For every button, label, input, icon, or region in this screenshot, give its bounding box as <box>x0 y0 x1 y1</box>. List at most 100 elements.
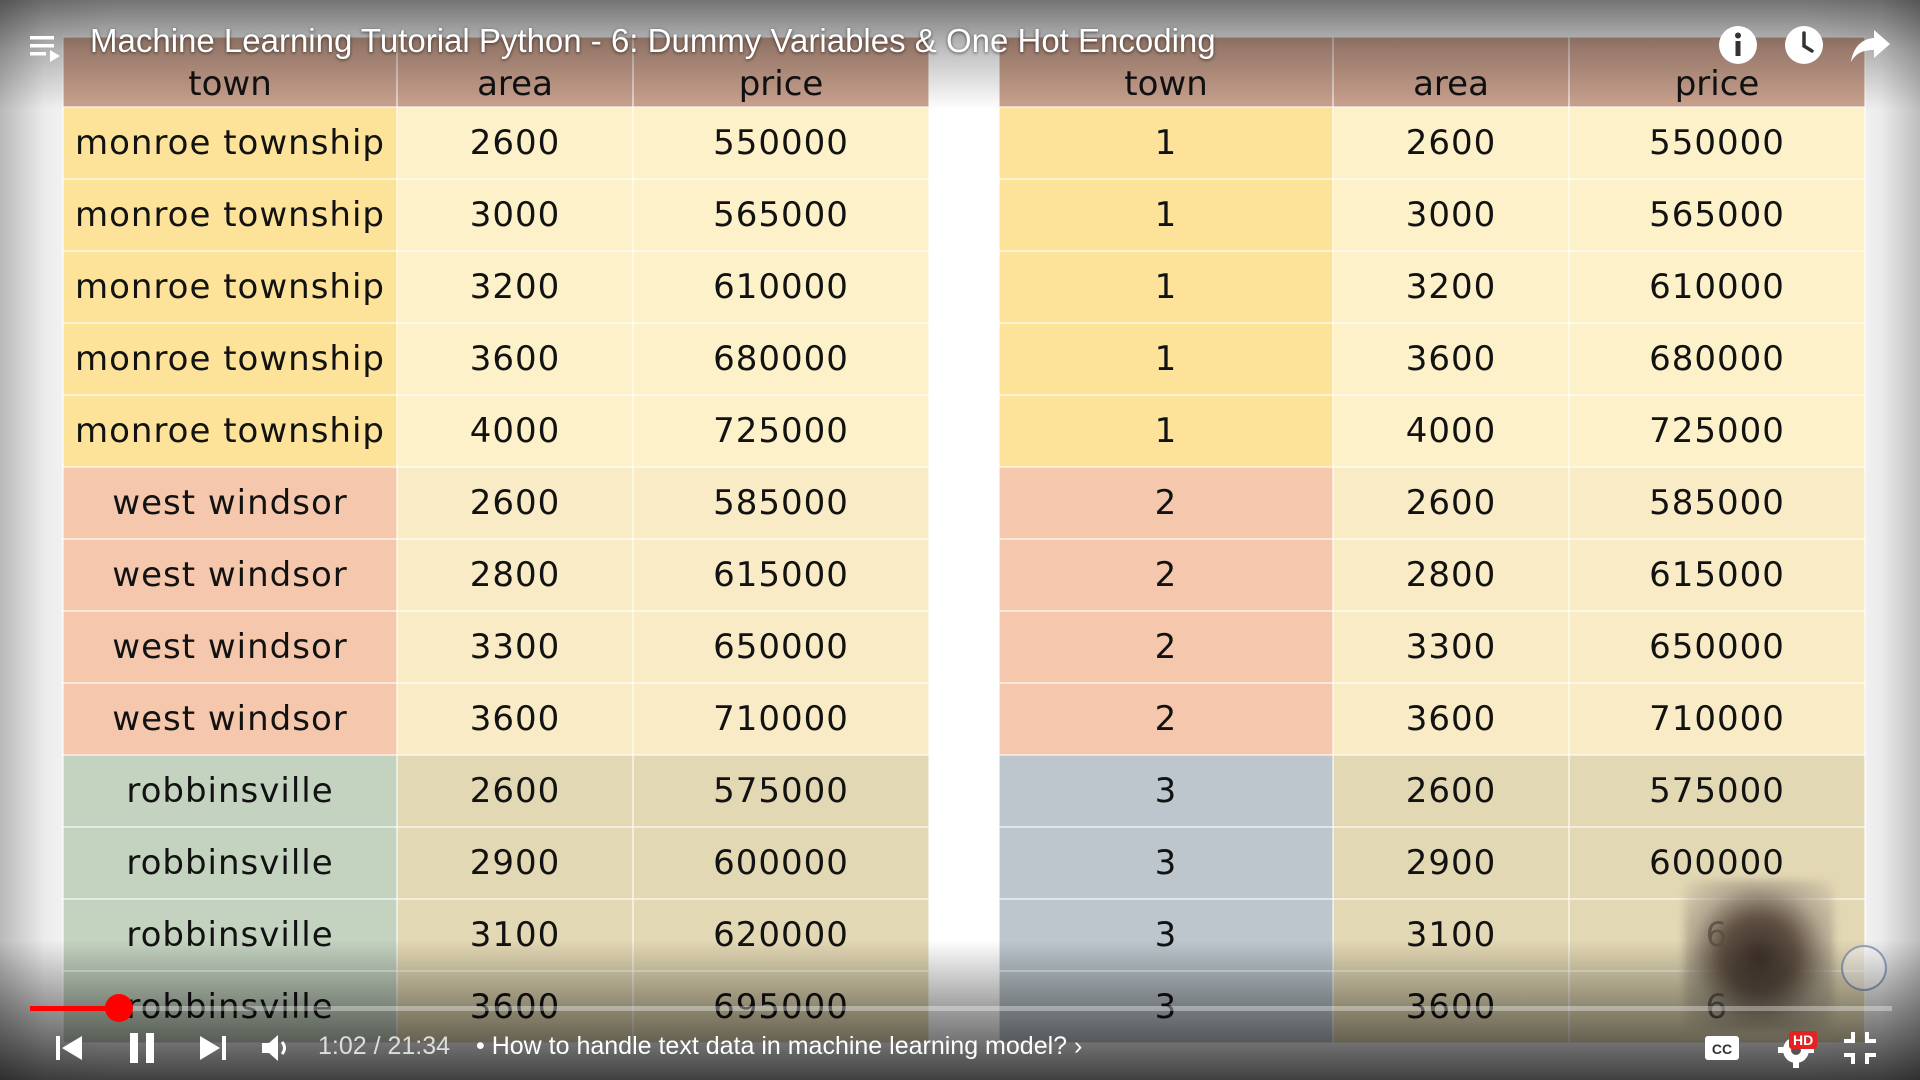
table-row: 1 3000 565000 <box>998 178 1866 252</box>
svg-text:CC: CC <box>1712 1041 1732 1057</box>
cell-town: monroe township <box>62 394 398 468</box>
cell-town: monroe township <box>62 322 398 396</box>
cell-area: 2800 <box>396 538 634 612</box>
cell-price: 575000 <box>1568 754 1866 828</box>
cell-area: 3600 <box>396 682 634 756</box>
cell-town: 1 <box>998 250 1334 324</box>
cell-town: west windsor <box>62 682 398 756</box>
cell-area: 3300 <box>1332 610 1570 684</box>
info-button[interactable] <box>1715 22 1761 68</box>
previous-icon <box>56 1036 82 1060</box>
cell-area: 2800 <box>1332 538 1570 612</box>
cell-price: 550000 <box>632 106 930 180</box>
cell-price: 575000 <box>632 754 930 828</box>
cell-price: 620000 <box>632 898 930 972</box>
previous-button[interactable] <box>50 1030 90 1066</box>
cell-town: monroe township <box>62 106 398 180</box>
cell-price: 710000 <box>632 682 930 756</box>
cell-area: 3100 <box>396 898 634 972</box>
chapter-title-link[interactable]: • How to handle text data in machine lea… <box>476 1032 1083 1060</box>
table-row: west windsor 3600 710000 <box>62 682 930 756</box>
table-row: monroe township 3600 680000 <box>62 322 930 396</box>
playlist-button[interactable] <box>28 28 68 68</box>
cell-town: 3 <box>998 754 1334 828</box>
exit-fullscreen-button[interactable] <box>1840 1028 1880 1068</box>
cell-price: 550000 <box>1568 106 1866 180</box>
cell-area: 3000 <box>1332 178 1570 252</box>
cell-price: 680000 <box>632 322 930 396</box>
cell-area: 2600 <box>1332 466 1570 540</box>
cell-price: 610000 <box>1568 250 1866 324</box>
cell-area: 3200 <box>1332 250 1570 324</box>
cell-area: 3600 <box>1332 682 1570 756</box>
channel-watermark[interactable] <box>1841 945 1887 991</box>
next-button[interactable] <box>192 1030 232 1066</box>
cell-price: 565000 <box>632 178 930 252</box>
pause-icon <box>130 1033 154 1063</box>
table-row: robbinsville 2900 600000 <box>62 826 930 900</box>
left-data-table: town area price monroe township 2600 55000… <box>62 36 930 1044</box>
cell-town: 1 <box>998 322 1334 396</box>
cell-town: robbinsville <box>62 826 398 900</box>
cell-price: 650000 <box>1568 610 1866 684</box>
cell-area: 2600 <box>396 754 634 828</box>
share-button[interactable] <box>1848 22 1894 68</box>
cell-area: 3100 <box>1332 898 1570 972</box>
cell-area: 2600 <box>1332 754 1570 828</box>
column-header-area: area <box>1332 36 1570 108</box>
table-row: 1 4000 725000 <box>998 394 1866 468</box>
cell-town: west windsor <box>62 610 398 684</box>
table-row: west windsor 2800 615000 <box>62 538 930 612</box>
cell-area: 3000 <box>396 178 634 252</box>
table-row: 2 2600 585000 <box>998 466 1866 540</box>
cell-price: 680000 <box>1568 322 1866 396</box>
cell-area: 2600 <box>396 106 634 180</box>
table-row: 1 3600 680000 <box>998 322 1866 396</box>
cell-area: 3300 <box>396 610 634 684</box>
cell-price: 615000 <box>632 538 930 612</box>
table-row: monroe township 3000 565000 <box>62 178 930 252</box>
watch-later-button[interactable] <box>1781 22 1827 68</box>
hd-badge: HD <box>1789 1031 1818 1049</box>
cell-area: 2600 <box>396 466 634 540</box>
cell-price: 615000 <box>1568 538 1866 612</box>
cell-town: 2 <box>998 682 1334 756</box>
cell-price: 585000 <box>1568 466 1866 540</box>
cell-area: 2900 <box>396 826 634 900</box>
cell-town: monroe township <box>62 178 398 252</box>
progress-bar[interactable] <box>30 994 1892 1022</box>
table-row: monroe township 3200 610000 <box>62 250 930 324</box>
table-row: 2 3300 650000 <box>998 610 1866 684</box>
table-row: monroe township 4000 725000 <box>62 394 930 468</box>
cell-town: 1 <box>998 178 1334 252</box>
progress-scrubber[interactable] <box>105 994 134 1022</box>
video-title[interactable]: Machine Learning Tutorial Python - 6: Du… <box>90 22 1216 59</box>
cell-town: 3 <box>998 898 1334 972</box>
table-row: west windsor 3300 650000 <box>62 610 930 684</box>
table-row: 2 2800 615000 <box>998 538 1866 612</box>
time-display: 1:02 / 21:34 <box>318 1032 451 1060</box>
cell-price: 710000 <box>1568 682 1866 756</box>
cell-price: 600000 <box>632 826 930 900</box>
captions-button[interactable]: CC <box>1702 1028 1742 1068</box>
cell-price: 610000 <box>632 250 930 324</box>
info-icon <box>1719 26 1757 64</box>
cell-price: 725000 <box>632 394 930 468</box>
cell-area: 4000 <box>396 394 634 468</box>
table-row: robbinsville 3100 620000 <box>62 898 930 972</box>
cell-town: 2 <box>998 466 1334 540</box>
cell-town: west windsor <box>62 538 398 612</box>
cell-area: 2900 <box>1332 826 1570 900</box>
cell-town: monroe township <box>62 250 398 324</box>
cell-town: 2 <box>998 610 1334 684</box>
clock-icon <box>1785 26 1823 64</box>
volume-button[interactable] <box>256 1030 296 1066</box>
cell-area: 3600 <box>396 322 634 396</box>
share-icon <box>1851 30 1890 62</box>
cell-area: 3200 <box>396 250 634 324</box>
cell-town: 1 <box>998 394 1334 468</box>
playlist-icon <box>30 36 60 62</box>
cell-area: 3600 <box>1332 322 1570 396</box>
pause-button[interactable] <box>122 1030 162 1066</box>
